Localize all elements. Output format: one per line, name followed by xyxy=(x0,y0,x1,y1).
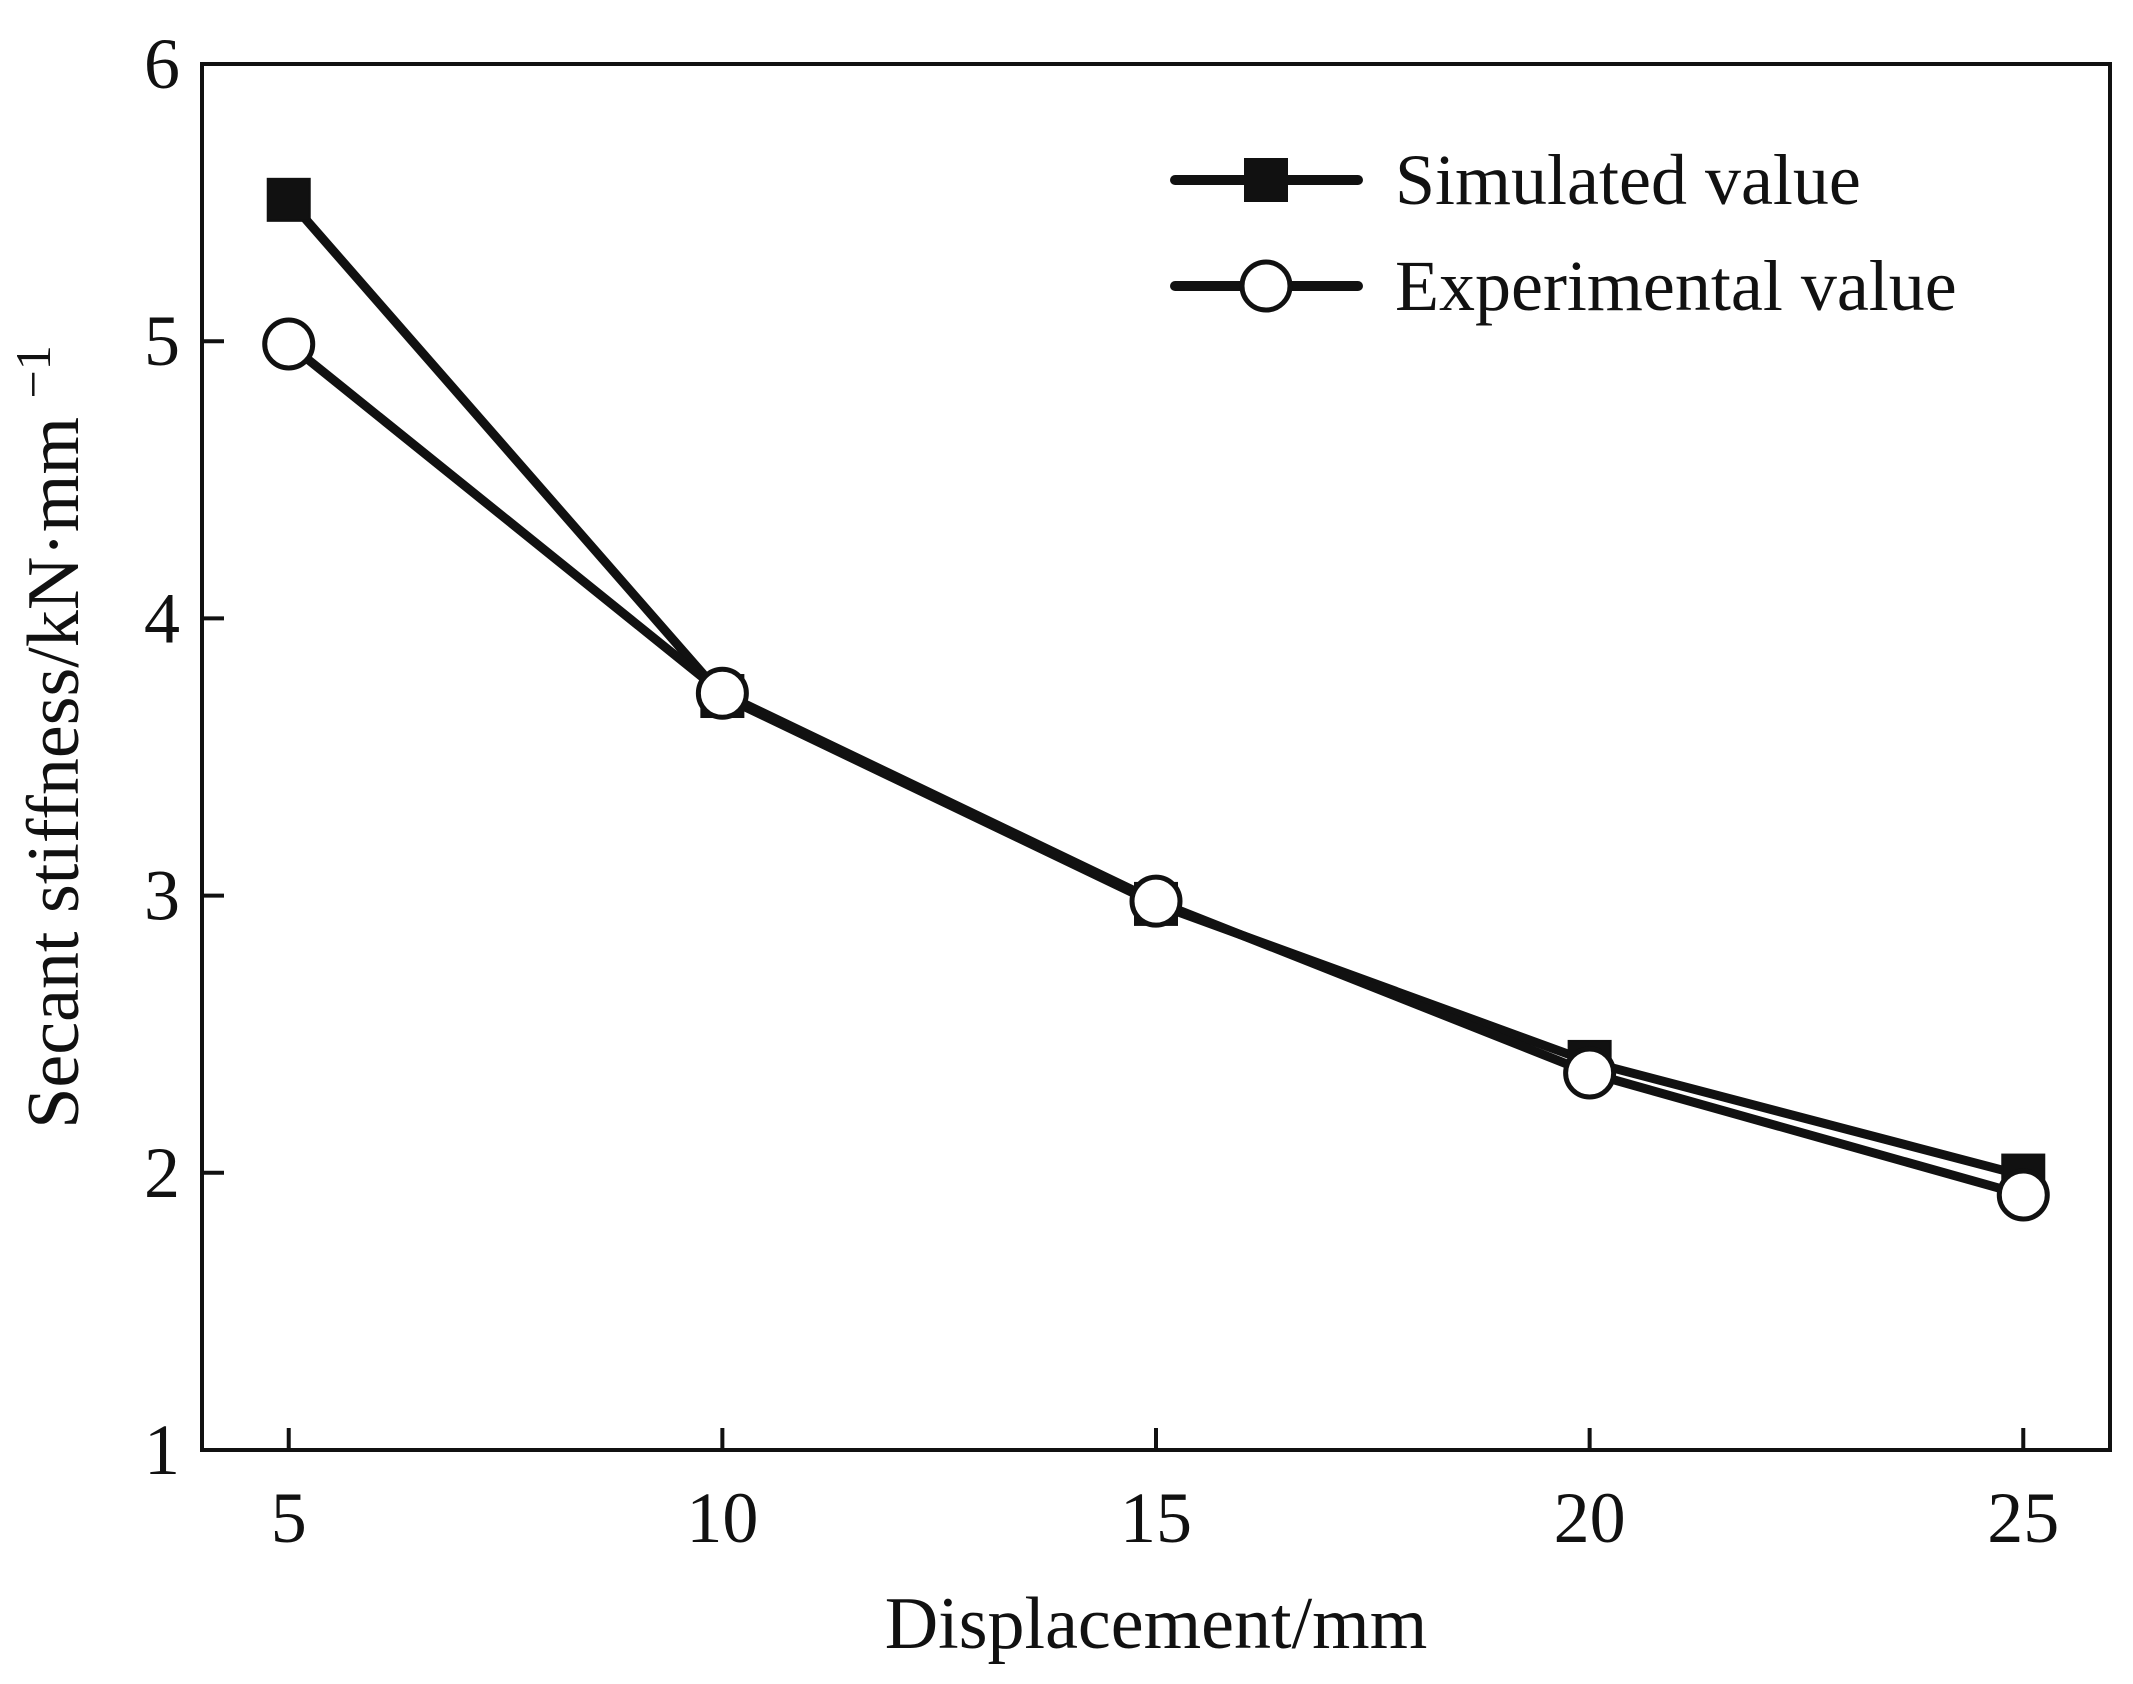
experimental-point xyxy=(1563,1046,1617,1100)
experimental-point xyxy=(262,317,316,371)
legend: Simulated value Experimental value xyxy=(1170,140,1957,326)
legend-label-simulated: Simulated value xyxy=(1395,140,1861,220)
x-tick-label: 15 xyxy=(1120,1478,1192,1558)
x-tick-label: 5 xyxy=(271,1478,307,1558)
experimental-point xyxy=(1996,1168,2050,1222)
legend-marker-experimental xyxy=(1239,259,1293,313)
x-tick-label: 10 xyxy=(686,1478,758,1558)
axis-ticks: 5 10 15 20 25 1 2 3 4 5 6 xyxy=(144,24,2059,1558)
y-tick-label: 4 xyxy=(144,578,180,658)
y-tick-label: 2 xyxy=(144,1133,180,1213)
y-tick-label: 1 xyxy=(144,1410,180,1490)
series-line-simulated xyxy=(285,196,2025,1180)
y-tick-label: 5 xyxy=(144,301,180,381)
legend-marker-simulated xyxy=(1244,158,1288,202)
y-axis-title: Secant stiffness/kN·mm −1 xyxy=(5,345,95,1129)
axis-titles: Displacement/mm Secant stiffness/kN·mm −… xyxy=(5,345,1427,1665)
experimental-point xyxy=(1129,874,1183,928)
y-axis-title-main: Secant stiffness/kN·mm xyxy=(13,417,95,1129)
x-tick-label: 25 xyxy=(1987,1478,2059,1558)
series-layer xyxy=(262,177,2050,1222)
y-tick-label: 3 xyxy=(144,856,180,936)
y-tick-label: 6 xyxy=(144,24,180,104)
y-axis-title-superscript: −1 xyxy=(5,345,61,398)
series-line-experimental xyxy=(285,340,2025,1200)
experimental-point xyxy=(695,666,749,720)
x-axis-title: Displacement/mm xyxy=(885,1583,1428,1665)
x-tick-label: 20 xyxy=(1554,1478,1626,1558)
simulated-point xyxy=(266,177,311,222)
legend-label-experimental: Experimental value xyxy=(1395,246,1957,326)
